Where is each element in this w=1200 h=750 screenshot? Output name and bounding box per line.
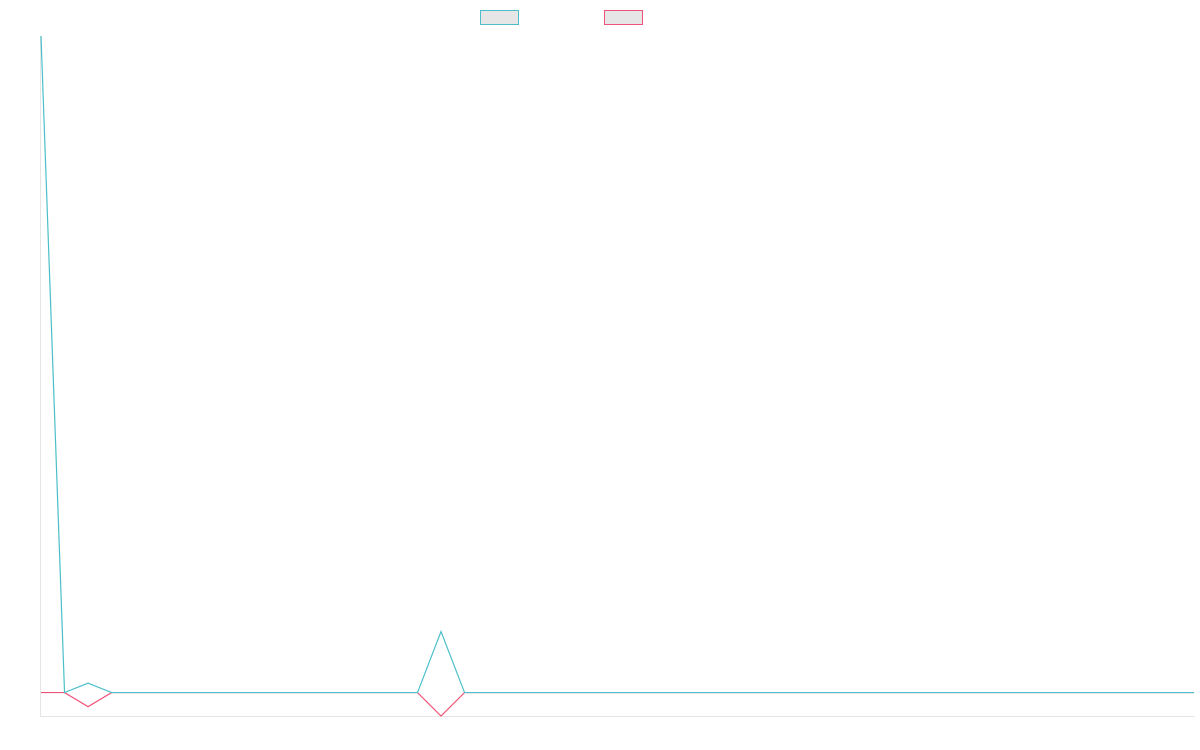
legend-item-series-1[interactable] bbox=[480, 9, 519, 26]
legend-swatch-series-2 bbox=[604, 10, 643, 25]
legend-item-series-2[interactable] bbox=[604, 9, 643, 26]
legend-swatch-series-1 bbox=[480, 10, 519, 25]
legend bbox=[0, 9, 1200, 27]
series-line-1[interactable] bbox=[40, 35, 1194, 694]
series-line-2[interactable] bbox=[41, 691, 1194, 717]
